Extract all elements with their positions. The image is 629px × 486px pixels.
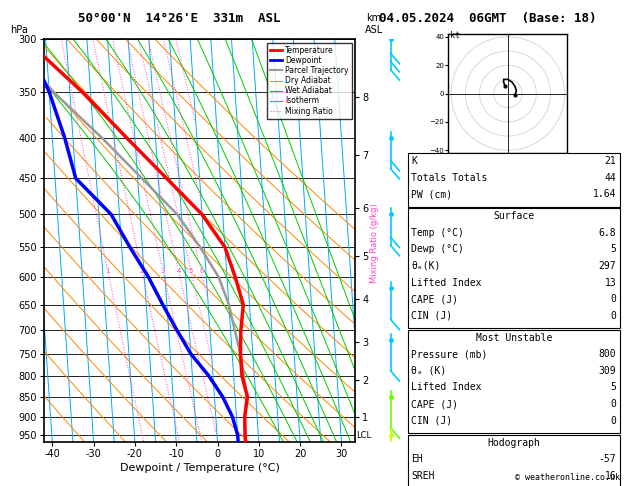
Text: Lifted Index: Lifted Index <box>411 382 482 393</box>
Text: Hodograph: Hodograph <box>487 438 540 448</box>
Text: © weatheronline.co.uk: © weatheronline.co.uk <box>515 473 620 482</box>
Text: 13: 13 <box>604 278 616 288</box>
Text: 04.05.2024  06GMT  (Base: 18): 04.05.2024 06GMT (Base: 18) <box>379 12 596 25</box>
Text: 0: 0 <box>611 399 616 409</box>
Text: 4: 4 <box>176 268 181 275</box>
Text: 297: 297 <box>599 261 616 271</box>
Text: CAPE (J): CAPE (J) <box>411 294 459 304</box>
Text: kt: kt <box>450 31 460 40</box>
Text: 2: 2 <box>140 268 144 275</box>
Text: Most Unstable: Most Unstable <box>476 333 552 343</box>
Text: 1: 1 <box>106 268 110 275</box>
Text: θₑ(K): θₑ(K) <box>411 261 441 271</box>
Text: 0: 0 <box>611 294 616 304</box>
Text: -57: -57 <box>599 454 616 465</box>
Text: Mixing Ratio (g/kg): Mixing Ratio (g/kg) <box>370 203 379 283</box>
Text: 50°00'N  14°26'E  331m  ASL: 50°00'N 14°26'E 331m ASL <box>78 12 281 25</box>
Text: Dewp (°C): Dewp (°C) <box>411 244 464 255</box>
Text: Pressure (mb): Pressure (mb) <box>411 349 487 360</box>
Text: 6: 6 <box>199 268 204 275</box>
Text: 16: 16 <box>604 471 616 481</box>
Legend: Temperature, Dewpoint, Parcel Trajectory, Dry Adiabat, Wet Adiabat, Isotherm, Mi: Temperature, Dewpoint, Parcel Trajectory… <box>267 43 352 119</box>
Text: LCL: LCL <box>355 431 371 440</box>
Text: 6.8: 6.8 <box>599 228 616 238</box>
Text: Temp (°C): Temp (°C) <box>411 228 464 238</box>
Text: θₑ (K): θₑ (K) <box>411 366 447 376</box>
Text: Totals Totals: Totals Totals <box>411 173 487 183</box>
Text: PW (cm): PW (cm) <box>411 189 452 199</box>
Text: km
ASL: km ASL <box>365 13 383 35</box>
Text: 44: 44 <box>604 173 616 183</box>
Text: Surface: Surface <box>493 211 535 222</box>
Text: 5: 5 <box>189 268 193 275</box>
Text: CAPE (J): CAPE (J) <box>411 399 459 409</box>
Text: 5: 5 <box>611 382 616 393</box>
Text: K: K <box>411 156 417 166</box>
Text: 0: 0 <box>611 416 616 426</box>
Text: SREH: SREH <box>411 471 435 481</box>
Text: hPa: hPa <box>10 25 28 35</box>
Text: 800: 800 <box>599 349 616 360</box>
Text: Lifted Index: Lifted Index <box>411 278 482 288</box>
Text: 3: 3 <box>161 268 165 275</box>
Text: CIN (J): CIN (J) <box>411 311 452 321</box>
Text: EH: EH <box>411 454 423 465</box>
Text: 21: 21 <box>604 156 616 166</box>
Text: CIN (J): CIN (J) <box>411 416 452 426</box>
Text: 309: 309 <box>599 366 616 376</box>
X-axis label: Dewpoint / Temperature (°C): Dewpoint / Temperature (°C) <box>120 463 280 473</box>
Text: 1.64: 1.64 <box>593 189 616 199</box>
Text: 0: 0 <box>611 311 616 321</box>
Text: 5: 5 <box>611 244 616 255</box>
